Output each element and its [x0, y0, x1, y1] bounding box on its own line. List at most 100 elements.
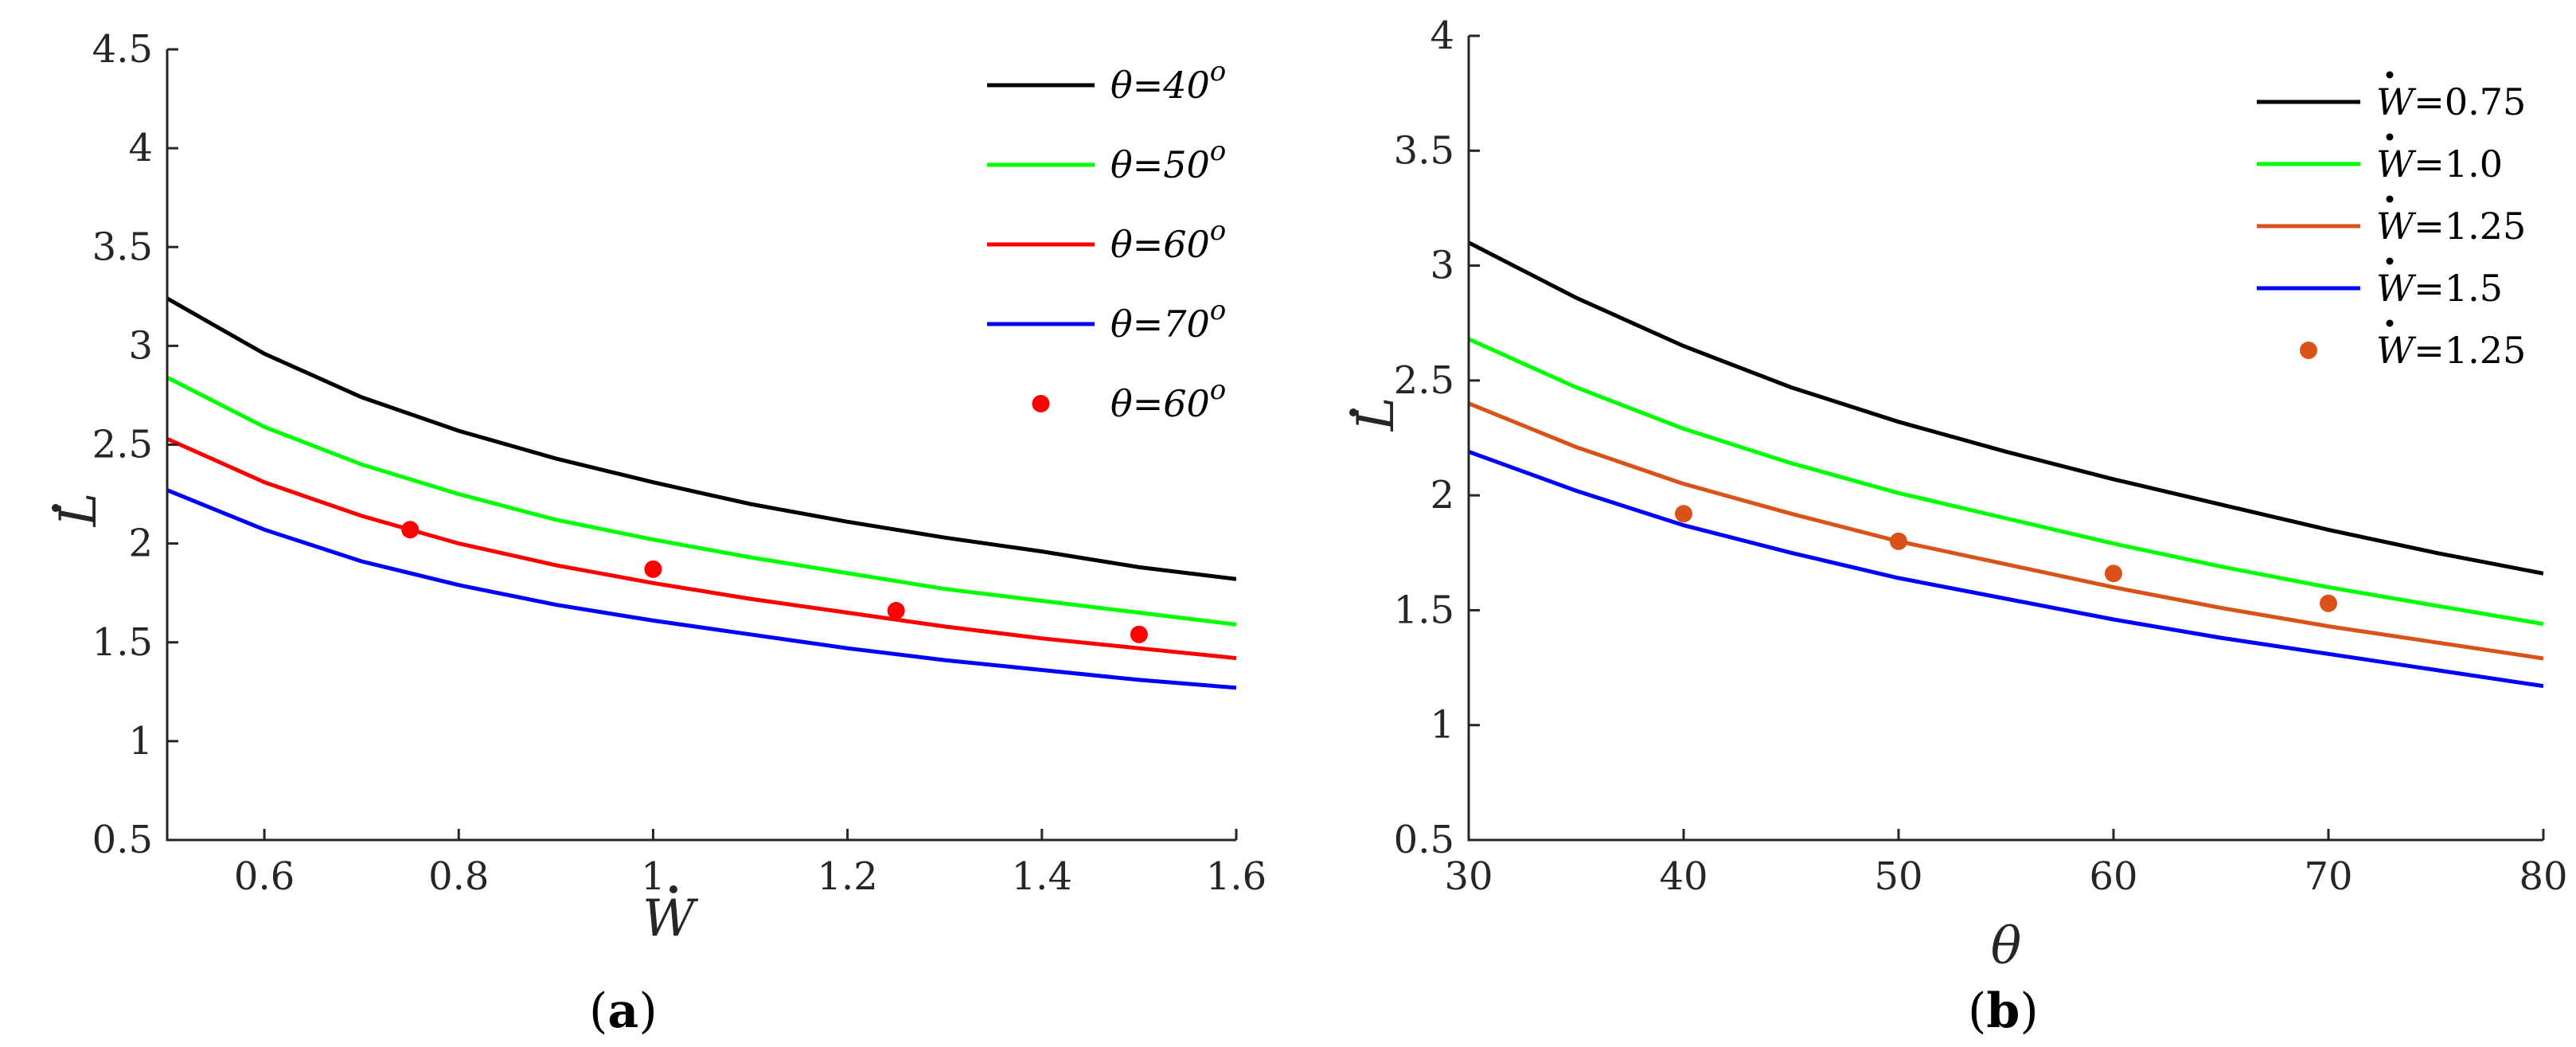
caption-paren-open: (	[1968, 983, 1986, 1039]
y-tick-label-b: 0.5	[1394, 818, 1454, 862]
legend-label-value: =1.0	[2414, 143, 2503, 186]
legend-label-a-3: θ=70o	[1110, 295, 1226, 346]
y-axis-label-dot-a	[52, 504, 60, 512]
caption-b: (b)	[1968, 983, 2039, 1039]
y-axis-label-a: L	[49, 493, 108, 528]
series-line-a-3	[167, 488, 1236, 690]
legend-label-value: =40	[1133, 64, 1210, 107]
series-line-b-3	[1469, 449, 2543, 689]
y-tick-label-a: 4.5	[92, 27, 153, 72]
series-line-a-1	[167, 375, 1236, 627]
series-line-b-2	[1469, 401, 2543, 661]
x-tick-label-b: 40	[1659, 854, 1708, 899]
x-axis-label-b: θ	[1991, 917, 2022, 976]
caption-paren-close: )	[2020, 983, 2038, 1039]
legend-label-value: =50	[1133, 143, 1210, 186]
chart-a: 0.6 0.8 1 1.2 1.4 1.60.511.522.533.544.5LWθ=4…	[49, 27, 1267, 1039]
x-tick-label-b: 60	[2089, 854, 2137, 899]
series-line-a-0	[167, 296, 1236, 581]
legend-label-var: W	[2376, 205, 2417, 248]
x-axis-label-a: W	[642, 889, 699, 948]
x-tick-label-b: 70	[2304, 854, 2352, 899]
x-tick-label-a: 1	[641, 854, 665, 899]
y-tick-label-b: 3.5	[1394, 128, 1454, 173]
x-tick-label-a: 1.4	[1012, 854, 1072, 899]
y-tick-label-a: 2	[128, 522, 153, 566]
legend-label-value: =1.25	[2414, 205, 2526, 248]
legend-label-sup: o	[1210, 135, 1226, 167]
legend-label-var: θ	[1110, 64, 1133, 107]
y-tick-label-b: 4	[1430, 14, 1454, 58]
legend-label-var: θ	[1110, 382, 1133, 425]
y-tick-label-a: 0.5	[92, 818, 153, 862]
legend-label-b-3: W=1.5	[2376, 267, 2503, 310]
legend-label-dot	[2386, 195, 2394, 203]
legend-label-var: θ	[1110, 303, 1133, 346]
x-tick-label-a: 1.2	[817, 854, 877, 899]
legend-label-var: θ	[1110, 223, 1133, 266]
legend-label-var: W	[2376, 267, 2417, 310]
data-point-b-4-3	[2320, 594, 2337, 612]
legend-label-b-1: W=1.0	[2376, 143, 2503, 186]
legend-label-var: W	[2376, 143, 2417, 186]
legend-label-a-0: θ=40o	[1110, 56, 1226, 107]
data-point-a-4-0	[401, 521, 420, 539]
series-line-a-2	[167, 436, 1236, 661]
x-axis-label-dot-a	[669, 885, 677, 893]
x-tick-label-b: 50	[1874, 854, 1922, 899]
y-tick-label-b: 1	[1430, 703, 1454, 748]
caption-paren-open: (	[589, 983, 607, 1039]
chart-b: 30 40 50 60 70 800.511.522.533.54LθW=0.75W=1.…	[1347, 14, 2568, 1039]
data-point-a-4-1	[644, 560, 662, 578]
caption-letter: a	[607, 983, 638, 1039]
y-axis-label-b: L	[1347, 397, 1406, 432]
legend-label-b-2: W=1.25	[2376, 205, 2526, 248]
legend-label-value: =60	[1133, 223, 1210, 266]
legend-label-value: =0.75	[2414, 80, 2526, 123]
y-tick-label-b: 2	[1430, 473, 1454, 518]
legend-label-dot	[2386, 319, 2394, 327]
x-tick-label-a: 1.6	[1206, 854, 1267, 899]
x-tick-label-a: 0.8	[428, 854, 489, 899]
y-tick-label-a: 3.5	[92, 225, 153, 269]
legend-label-a-4: θ=60o	[1110, 374, 1226, 425]
y-tick-label-a: 1	[128, 719, 153, 764]
x-tick-label-a: 0.6	[234, 854, 295, 899]
legend-label-sup: o	[1210, 56, 1226, 88]
x-tick-label-b: 30	[1444, 854, 1493, 899]
y-tick-label-b: 1.5	[1394, 588, 1454, 632]
x-tick-label-b: 80	[2519, 854, 2567, 899]
data-point-a-4-3	[1130, 625, 1148, 643]
legend-label-value: =70	[1133, 303, 1210, 346]
data-point-b-4-1	[1890, 532, 1907, 550]
legend-label-dot	[2386, 257, 2394, 265]
legend-label-b-0: W=0.75	[2376, 80, 2526, 123]
legend-label-a-1: θ=50o	[1110, 135, 1226, 186]
legend-label-var: θ	[1110, 143, 1133, 186]
data-point-b-4-2	[2105, 565, 2122, 583]
legend-label-b-4: W=1.25	[2376, 329, 2526, 372]
data-point-a-4-2	[887, 602, 905, 620]
series-line-b-0	[1469, 240, 2543, 576]
legend-label-var: W	[2376, 80, 2417, 123]
legend-swatch-b-4	[2300, 342, 2317, 359]
legend-label-value: =1.5	[2414, 267, 2503, 310]
legend-label-sup: o	[1210, 295, 1226, 326]
legend-label-dot	[2386, 133, 2394, 141]
legend-label-value: =60	[1133, 382, 1210, 425]
caption-paren-close: )	[638, 983, 657, 1039]
y-axis-label-dot-b	[1349, 408, 1357, 416]
y-tick-label-a: 2.5	[92, 423, 153, 467]
legend-b: W=0.75W=1.0W=1.25W=1.5W=1.25	[2257, 71, 2526, 372]
y-tick-label-a: 3	[128, 323, 153, 368]
legend-label-sup: o	[1210, 374, 1226, 406]
caption-a: (a)	[589, 983, 658, 1039]
axes-a	[166, 49, 1236, 842]
caption-letter: b	[1986, 983, 2020, 1039]
legend-label-value: =1.25	[2414, 329, 2526, 372]
y-tick-label-a: 4	[128, 126, 153, 170]
y-tick-label-b: 3	[1430, 244, 1454, 288]
legend-label-a-2: θ=60o	[1110, 215, 1226, 266]
